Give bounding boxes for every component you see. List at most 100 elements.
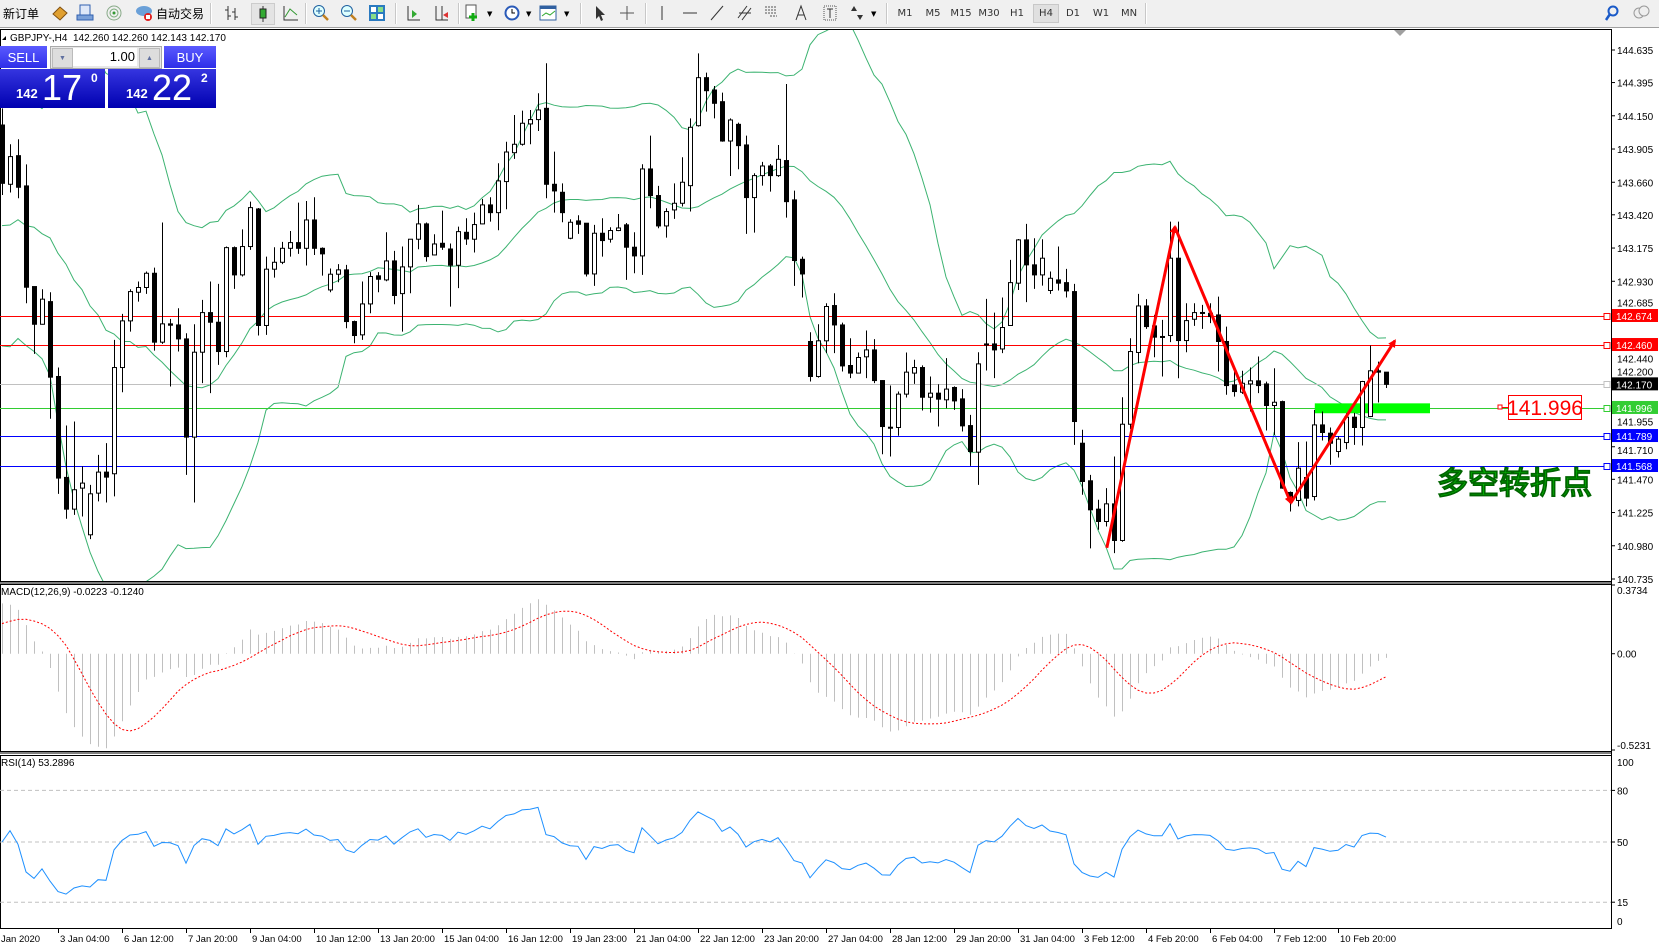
bear-candle-body <box>1200 311 1205 314</box>
level-handle[interactable] <box>1603 405 1611 412</box>
vertical-line-icon[interactable] <box>652 3 672 23</box>
candle <box>544 63 549 199</box>
macd-indicator <box>1 599 1387 749</box>
lot-size-stepper[interactable]: ▼ 1.00 ▲ <box>50 46 162 69</box>
candle <box>600 218 605 257</box>
trend-arrow-line[interactable] <box>1173 226 1293 505</box>
annotation-text[interactable]: 多空转折点 <box>1437 466 1593 503</box>
trendlines[interactable] <box>1105 224 1397 549</box>
level-handle[interactable] <box>1603 313 1611 320</box>
candle <box>24 164 29 304</box>
timeframe-w1[interactable]: W1 <box>1092 8 1110 19</box>
buy-price-box[interactable]: 142 22 2 <box>108 69 216 108</box>
candle <box>744 135 749 234</box>
bull-candle-body <box>368 276 373 305</box>
candle <box>672 183 677 219</box>
bear-candle-body <box>880 380 885 428</box>
lot-decrease-button[interactable]: ▼ <box>52 48 73 68</box>
bear-candle-body <box>24 185 29 288</box>
buy-button[interactable]: BUY <box>164 46 216 68</box>
templates-icon[interactable] <box>538 3 558 23</box>
timeframe-d1[interactable]: D1 <box>1065 8 1081 19</box>
equidistant-channel-icon[interactable] <box>735 3 755 23</box>
lot-increase-button[interactable]: ▲ <box>139 48 160 68</box>
zoom-out-icon[interactable] <box>339 3 359 23</box>
market-watch-icon[interactable] <box>50 3 70 23</box>
timeframe-h1[interactable]: H1 <box>1010 8 1024 19</box>
price-tag <box>1612 429 1658 443</box>
time-axis-label: 3 Feb 12:00 <box>1084 934 1135 945</box>
time-axis-label: 7 Jan 20:00 <box>188 934 238 945</box>
bull-candle-body <box>240 246 245 276</box>
community-search-icon[interactable] <box>1630 3 1652 23</box>
chart-shift-marker[interactable] <box>1394 30 1406 36</box>
bull-candle-body <box>432 243 437 256</box>
level-handle[interactable] <box>1603 433 1611 440</box>
sell-price-box[interactable]: 142 17 0 <box>0 69 105 108</box>
candle <box>1024 223 1029 303</box>
level-handle[interactable] <box>1603 381 1611 388</box>
bar-chart-icon[interactable] <box>222 3 242 23</box>
text-icon[interactable] <box>791 3 811 23</box>
indicators-icon[interactable] <box>463 3 483 23</box>
chart-shift-icon[interactable] <box>431 3 451 23</box>
auto-trading-button[interactable]: 自动交易 <box>155 6 204 21</box>
trend-arrow-line[interactable] <box>1289 339 1397 504</box>
bull-candle-body <box>128 291 133 322</box>
candle <box>904 352 909 398</box>
timeframe-m30[interactable]: M30 <box>978 8 1000 19</box>
signals-icon[interactable] <box>104 3 124 23</box>
data-window-icon[interactable] <box>75 3 95 23</box>
line-chart-icon[interactable] <box>281 3 301 23</box>
bear-candle-body <box>1224 340 1229 387</box>
bull-candle-body <box>504 151 509 183</box>
candle <box>1312 409 1317 501</box>
timeframe-m5[interactable]: M5 <box>925 8 941 19</box>
candle <box>552 151 557 213</box>
candle <box>624 222 629 280</box>
fibonacci-icon[interactable] <box>761 3 781 23</box>
search-icon[interactable] <box>1602 3 1622 23</box>
level-handle[interactable] <box>1603 463 1611 470</box>
candle <box>776 144 781 177</box>
bear-candle-body <box>544 107 549 185</box>
price-tick-label: 142.930 <box>1617 277 1654 288</box>
arrows-icon[interactable] <box>847 3 867 23</box>
tile-windows-icon[interactable] <box>367 3 387 23</box>
candle <box>304 200 309 266</box>
trend-arrow-line[interactable] <box>1105 224 1178 549</box>
auto-trading-icon[interactable] <box>134 3 154 23</box>
timeframe-m15[interactable]: M15 <box>950 8 972 19</box>
crosshair-icon[interactable] <box>617 3 637 23</box>
auto-scroll-icon[interactable] <box>403 3 423 23</box>
templates-dropdown-icon[interactable]: ▼ <box>564 10 570 18</box>
cursor-icon[interactable] <box>590 3 610 23</box>
bear-candle-body <box>840 324 845 367</box>
price-label-object[interactable]: 141.996 <box>1497 395 1583 421</box>
timeframe-mn[interactable]: MN <box>1120 8 1138 19</box>
candlestick-chart-icon[interactable] <box>251 3 275 25</box>
text-label-icon[interactable] <box>820 3 840 23</box>
trendline-icon[interactable] <box>707 3 727 23</box>
candle <box>88 484 93 540</box>
candle <box>1232 370 1237 397</box>
periods-clock-icon[interactable] <box>502 3 522 23</box>
sell-button[interactable]: SELL <box>0 46 47 68</box>
bear-candle-body <box>624 224 629 248</box>
macd-header: MACD(12,26,9) -0.0223 -0.1240 <box>1 587 144 598</box>
level-handle[interactable] <box>1603 342 1611 349</box>
lot-size-input[interactable]: 1.00 <box>73 48 137 66</box>
timeframe-h4[interactable]: H4 <box>1033 4 1059 23</box>
zoom-in-icon[interactable] <box>311 3 331 23</box>
timeframe-m1[interactable]: M1 <box>897 8 913 19</box>
collapse-triangle-icon[interactable] <box>2 36 6 40</box>
periods-dropdown-icon[interactable]: ▼ <box>526 10 532 18</box>
indicators-dropdown-icon[interactable]: ▼ <box>487 10 493 18</box>
arrows-dropdown-icon[interactable]: ▼ <box>871 10 877 18</box>
candle <box>880 380 885 455</box>
candle <box>16 139 21 199</box>
new-order-button[interactable]: 新订单 <box>2 6 39 21</box>
price-tick-label: 144.150 <box>1617 112 1654 123</box>
horizontal-line-icon[interactable] <box>680 3 700 23</box>
